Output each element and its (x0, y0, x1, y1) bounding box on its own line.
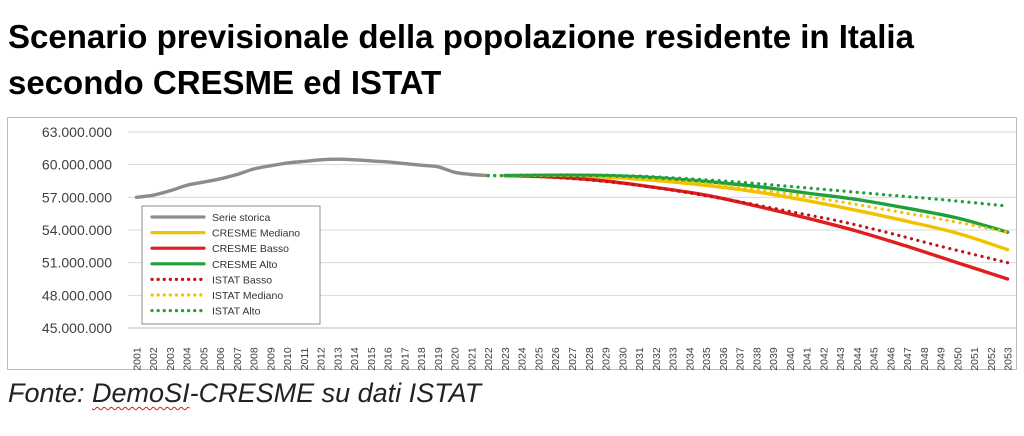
x-tick-label: 2053 (1003, 347, 1015, 371)
x-tick-label: 2044 (852, 347, 864, 371)
x-tick-label: 2039 (768, 347, 780, 371)
x-tick-label: 2020 (450, 347, 462, 371)
x-tick-label: 2012 (316, 347, 328, 371)
x-tick-label: 2008 (249, 347, 261, 371)
x-tick-label: 2034 (684, 347, 696, 371)
source-caption: Fonte: DemoSI-CRESME su dati ISTAT (8, 378, 481, 409)
y-tick-label: 51.000.000 (42, 255, 112, 271)
y-tick-label: 45.000.000 (42, 320, 112, 336)
x-tick-label: 2038 (751, 347, 763, 371)
legend-label: CRESME Alto (212, 259, 278, 271)
source-prefix: Fonte: (8, 378, 93, 408)
x-tick-label: 2036 (718, 347, 730, 371)
x-tick-label: 2029 (601, 347, 613, 371)
x-tick-label: 2023 (500, 347, 512, 371)
x-tick-label: 2028 (584, 347, 596, 371)
legend-label: Serie storica (212, 212, 271, 224)
series-line-istat-alto (486, 173, 1010, 208)
legend-label: ISTAT Mediano (212, 290, 283, 302)
legend-label: ISTAT Alto (212, 306, 261, 318)
x-tick-label: 2005 (198, 347, 210, 371)
source-suffix: -CRESME su dati ISTAT (189, 378, 482, 408)
x-tick-label: 2009 (265, 347, 277, 371)
x-tick-label: 2030 (617, 347, 629, 371)
legend-label: ISTAT Basso (212, 274, 272, 286)
y-axis-ticks: 45.000.000 48.000.000 51.000.000 54.000.000… (42, 124, 112, 336)
x-tick-label: 2049 (936, 347, 948, 371)
x-tick-label: 2045 (869, 347, 881, 371)
y-tick-label: 60.000.000 (42, 157, 112, 173)
x-tick-label: 2037 (735, 347, 747, 371)
x-tick-label: 2050 (952, 347, 964, 371)
series-lines (134, 157, 1010, 281)
x-tick-label: 2024 (517, 347, 529, 371)
x-tick-label: 2033 (668, 347, 680, 371)
y-tick-label: 48.000.000 (42, 287, 112, 303)
legend-label: CRESME Mediano (212, 228, 300, 240)
x-tick-label: 2052 (986, 347, 998, 371)
series-line-istat-basso (486, 174, 1010, 265)
x-tick-label: 2006 (215, 347, 227, 371)
x-tick-label: 2022 (483, 347, 495, 371)
x-tick-label: 2040 (785, 347, 797, 371)
x-tick-label: 2017 (399, 347, 411, 371)
x-tick-label: 2046 (885, 347, 897, 371)
x-tick-label: 2031 (634, 347, 646, 371)
x-tick-label: 2003 (165, 347, 177, 371)
x-tick-label: 2011 (299, 348, 311, 371)
legend-label: CRESME Basso (212, 243, 289, 255)
x-tick-label: 2048 (919, 347, 931, 371)
x-tick-label: 2035 (701, 347, 713, 371)
y-tick-label: 63.000.000 (42, 124, 112, 140)
legend: Serie storica CRESME Mediano CRESME Basso C… (141, 205, 321, 325)
x-tick-label: 2027 (567, 347, 579, 371)
series-line-cresme-alto (503, 173, 1010, 234)
x-tick-label: 2004 (182, 347, 194, 371)
x-tick-label: 2010 (282, 347, 294, 371)
y-tick-label: 54.000.000 (42, 222, 112, 238)
y-tick-label: 57.000.000 (42, 189, 112, 205)
x-tick-label: 2018 (416, 347, 428, 371)
x-tick-label: 2041 (802, 347, 814, 371)
x-tick-label: 2043 (835, 347, 847, 371)
x-tick-label: 2015 (366, 347, 378, 371)
x-tick-label: 2019 (433, 347, 445, 371)
chart-title: Scenario previsionale della popolazione … (8, 14, 1018, 106)
x-tick-label: 2047 (902, 347, 914, 371)
x-tick-label: 2014 (349, 347, 361, 371)
x-tick-label: 2001 (131, 347, 143, 371)
x-axis-ticks: 2001 2002 2003 2004 2005 2006 2007 2008 2009 2010… (131, 347, 1014, 371)
x-tick-label: 2016 (383, 347, 395, 371)
x-tick-label: 2032 (651, 347, 663, 371)
x-tick-label: 2021 (466, 347, 478, 371)
chart-title-line-1: Scenario previsionale della popolazione … (8, 18, 914, 55)
chart-title-line-2: secondo CRESME ed ISTAT (8, 64, 442, 101)
series-line-serie-storica (134, 157, 490, 199)
x-tick-label: 2042 (818, 347, 830, 371)
source-underlined: DemoSI (92, 378, 190, 408)
x-tick-label: 2007 (232, 347, 244, 371)
x-tick-label: 2002 (148, 347, 160, 371)
x-tick-label: 2051 (969, 347, 981, 371)
x-tick-label: 2013 (332, 347, 344, 371)
x-tick-label: 2026 (550, 347, 562, 371)
x-tick-label: 2025 (533, 347, 545, 371)
